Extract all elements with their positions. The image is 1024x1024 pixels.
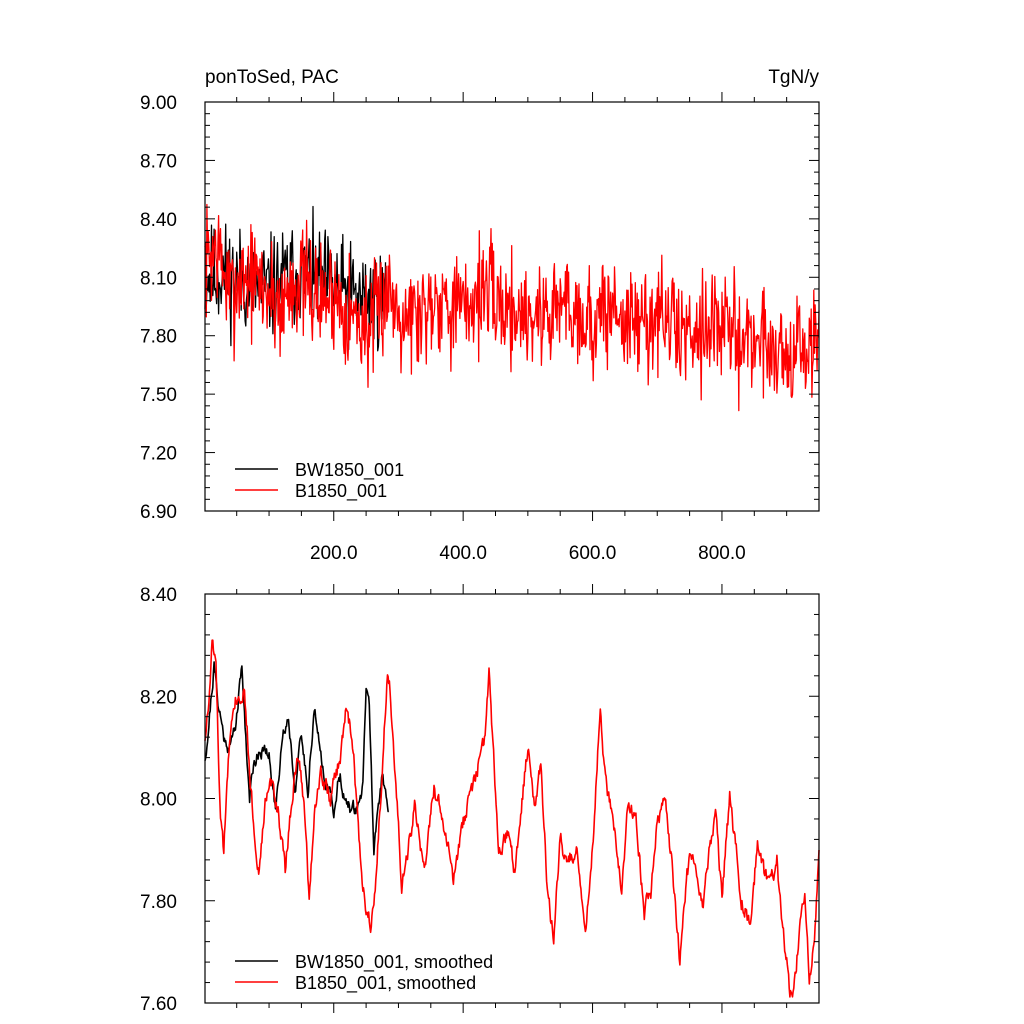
series-line-bw1850 bbox=[204, 661, 390, 856]
y-tick-label: 8.70 bbox=[140, 151, 177, 172]
bottom-panel: 7.60 7.80 8.00 8.20 8.40 BW1850_001, smoothed… bbox=[140, 584, 820, 1015]
top-panel: 6.90 7.20 7.50 7.80 8.10 8.40 8.70 9.00 200.0 400… bbox=[140, 67, 820, 564]
series-line-b1850 bbox=[204, 203, 820, 412]
legend-label: BW1850_001, smoothed bbox=[295, 952, 493, 973]
series-line-b1850 bbox=[204, 639, 820, 998]
x-tick-label: 200.0 bbox=[310, 543, 358, 564]
legend-label: BW1850_001 bbox=[295, 460, 404, 481]
chart-title-left: ponToSed, PAC bbox=[205, 67, 339, 88]
y-tick-label: 6.90 bbox=[140, 502, 177, 523]
legend-label: B1850_001 bbox=[295, 481, 387, 502]
x-tick-label: 600.0 bbox=[569, 543, 617, 564]
series-line-bw1850 bbox=[204, 205, 387, 352]
y-tick-label: 9.00 bbox=[140, 93, 177, 114]
plot-frame bbox=[204, 101, 820, 512]
y-tick-label: 8.40 bbox=[140, 585, 177, 606]
y-tick-label: 7.20 bbox=[140, 444, 177, 465]
y-tick-label: 8.10 bbox=[140, 268, 177, 289]
plot-frame bbox=[204, 593, 820, 1004]
y-tick-label: 8.40 bbox=[140, 210, 177, 231]
legend-label: B1850_001, smoothed bbox=[295, 973, 476, 994]
x-tick-label: 400.0 bbox=[439, 543, 487, 564]
y-tick-label: 8.00 bbox=[140, 790, 177, 811]
y-tick-label: 7.60 bbox=[140, 994, 177, 1015]
y-tick-label: 8.20 bbox=[140, 687, 177, 708]
x-tick-label: 800.0 bbox=[698, 543, 746, 564]
y-tick-label: 7.50 bbox=[140, 385, 177, 406]
chart-units-label: TgN/y bbox=[768, 67, 819, 88]
y-tick-label: 7.80 bbox=[140, 327, 177, 348]
y-tick-label: 7.80 bbox=[140, 892, 177, 913]
